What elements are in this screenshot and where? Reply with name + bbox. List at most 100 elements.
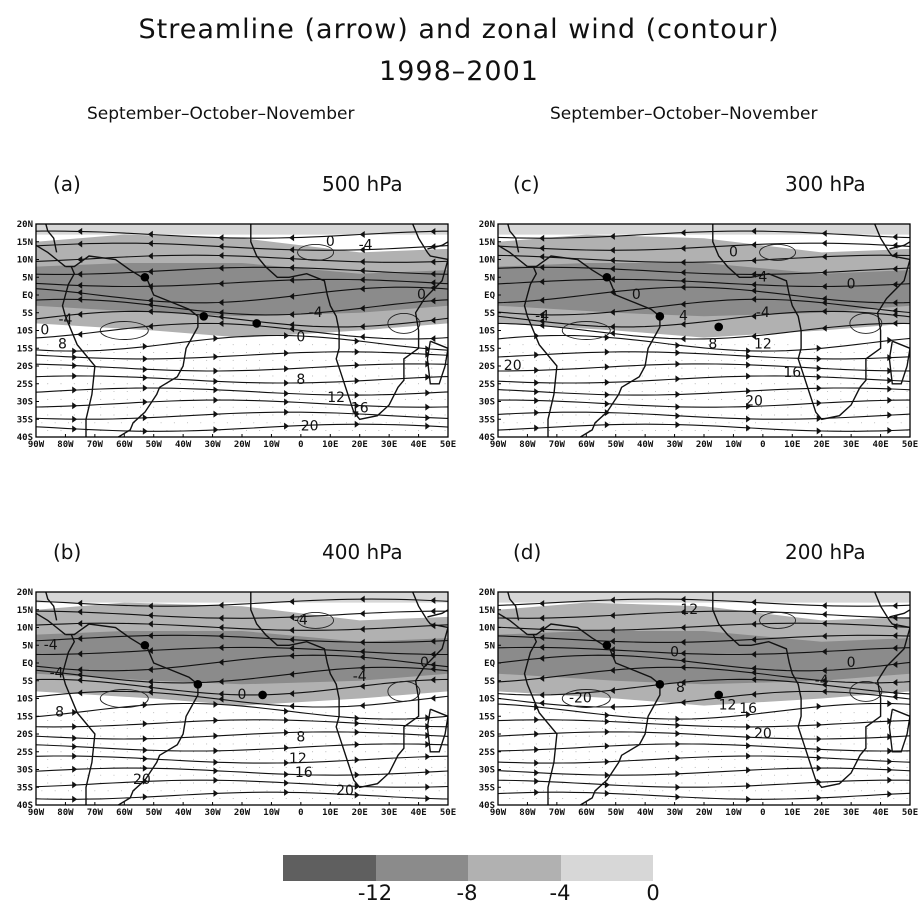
streamline-arrow	[289, 644, 295, 652]
streamline-arrow	[539, 234, 545, 242]
streamline-arrow	[892, 311, 898, 319]
lat-tick-label: 15S	[17, 712, 33, 722]
coastline	[426, 340, 448, 385]
streamline-arrow	[887, 757, 893, 765]
streamline-arrow	[72, 752, 78, 760]
streamline	[36, 387, 448, 396]
streamline-arrow	[142, 384, 148, 392]
lon-tick-label: 0	[298, 440, 303, 450]
contour-line	[849, 680, 883, 702]
streamline	[36, 334, 448, 352]
streamline-arrow	[680, 277, 686, 285]
streamline-arrow	[604, 363, 610, 371]
streamline-arrow	[539, 625, 545, 633]
streamline-arrow	[142, 398, 148, 406]
colorbar-label: -8	[456, 881, 478, 905]
streamline-arrow	[213, 353, 219, 361]
coastline	[888, 340, 910, 385]
streamline-arrow	[534, 388, 540, 396]
streamline-arrow	[604, 728, 610, 736]
coastline	[65, 255, 199, 437]
streamline-arrow	[892, 644, 898, 652]
streamline-arrow	[213, 747, 219, 755]
streamline-arrow	[887, 747, 893, 755]
streamline-arrow	[892, 693, 898, 701]
streamline-arrow	[289, 652, 295, 660]
contour-line	[387, 312, 421, 334]
streamline-arrow	[72, 795, 78, 803]
lon-tick-label: 70W	[549, 440, 566, 450]
contour-label: 8	[676, 680, 685, 696]
streamline-arrow	[284, 779, 290, 787]
lon-tick-label: 60W	[116, 440, 133, 450]
station-dot	[199, 312, 209, 321]
panel-level-a: 500 hPa	[322, 172, 403, 196]
streamline-arrow	[218, 252, 224, 260]
lon-tick-label: 50E	[440, 440, 456, 450]
lat-tick-label: 20N	[17, 220, 33, 230]
streamline-arrow	[430, 316, 436, 324]
lat-tick-label: 15S	[17, 344, 33, 354]
streamline	[498, 322, 910, 340]
streamline-arrow	[218, 313, 224, 321]
streamline-arrow	[430, 596, 436, 604]
streamline	[36, 242, 448, 251]
lon-tick-label: 10E	[322, 440, 338, 450]
streamline	[498, 719, 910, 728]
streamline-arrow	[284, 408, 290, 416]
streamline-arrow	[147, 678, 153, 686]
lat-tick-label: 30S	[17, 766, 33, 776]
streamline-arrow	[425, 345, 431, 353]
lat-tick-label: EQ	[22, 659, 33, 669]
streamline-arrow	[751, 332, 757, 340]
streamline-arrow	[142, 365, 148, 373]
lon-tick-label: 30E	[843, 808, 859, 818]
streamline-arrow	[289, 311, 295, 319]
contour-label: -4	[309, 305, 323, 321]
streamline-arrow	[284, 365, 290, 373]
streamline	[36, 622, 448, 631]
contour-label: 0	[238, 687, 247, 703]
streamline-arrow	[887, 700, 893, 708]
streamline-arrow	[539, 674, 545, 682]
lon-tick-label: 10E	[784, 808, 800, 818]
streamline-arrow	[147, 239, 153, 247]
season-label-left: September–October–November	[87, 104, 355, 124]
streamline-arrow	[816, 427, 822, 435]
streamline-arrow	[289, 234, 295, 242]
lon-tick-label: 10W	[263, 440, 280, 450]
streamline-arrow	[816, 745, 822, 753]
colorbar	[283, 855, 653, 881]
streamline-arrow	[354, 348, 360, 356]
streamline-arrow	[680, 698, 686, 706]
streamline-arrow	[359, 276, 365, 284]
shade-region	[36, 224, 448, 235]
streamline	[498, 767, 910, 776]
streamline-arrow	[72, 402, 78, 410]
streamline-arrow	[609, 246, 615, 254]
streamline-arrow	[284, 788, 290, 796]
streamline	[498, 598, 910, 607]
streamline-arrow	[680, 649, 686, 657]
streamline	[498, 779, 910, 788]
streamline-arrow	[218, 320, 224, 328]
streamline-arrow	[284, 422, 290, 430]
lon-tick-label: 50E	[440, 808, 456, 818]
contour-label: 20	[133, 772, 151, 788]
streamline-arrow	[425, 422, 431, 430]
streamline	[36, 375, 448, 384]
streamline	[36, 743, 448, 752]
streamline-arrow	[746, 361, 752, 369]
streamline	[498, 731, 910, 740]
streamline-arrow	[821, 282, 827, 290]
streamline-arrow	[142, 427, 148, 435]
station-dot	[140, 272, 150, 282]
streamline-arrow	[289, 636, 295, 644]
streamline-arrow	[675, 412, 681, 420]
streamline-arrow	[821, 229, 827, 237]
streamline-arrow	[213, 732, 219, 740]
streamline-arrow	[821, 666, 827, 674]
streamline-arrow	[816, 754, 822, 762]
lon-tick-label: 20E	[814, 440, 830, 450]
